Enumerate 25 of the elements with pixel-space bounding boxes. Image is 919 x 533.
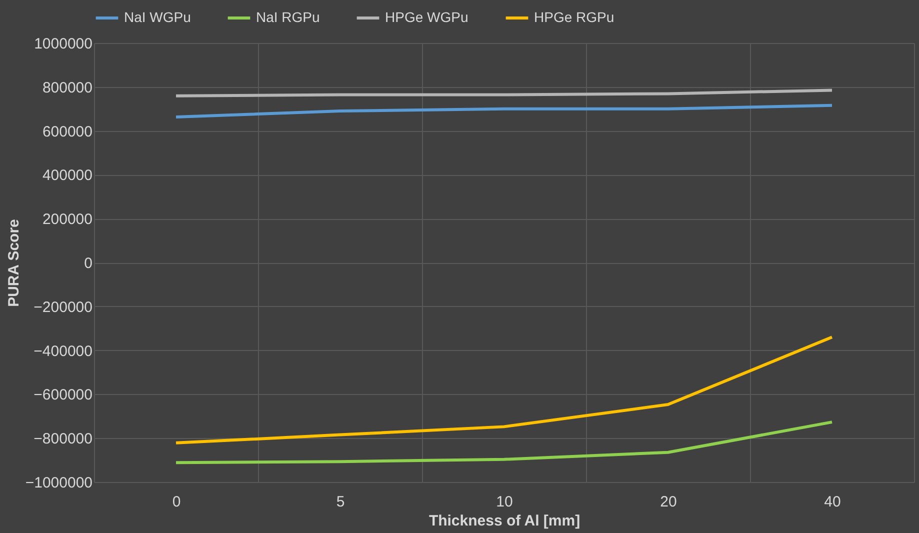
x-tick-label: 0 [172, 494, 181, 510]
x-tick-label: 40 [824, 494, 841, 510]
line-series [174, 420, 834, 464]
y-tick-label: −200000 [34, 298, 92, 316]
y-tick-label: 800000 [42, 79, 92, 96]
y-tick-label: 400000 [42, 167, 92, 184]
y-tick-label: −1000000 [25, 474, 92, 492]
x-tick-label: 20 [660, 494, 677, 510]
line-series [174, 104, 834, 118]
y-tick-label: −400000 [34, 342, 92, 360]
x-tick-label: 10 [496, 494, 513, 510]
x-axis-title: Thickness of Al [mm] [428, 512, 580, 530]
legend-label: NaI WGPu [124, 9, 191, 25]
y-tick-label: 600000 [42, 123, 92, 140]
y-tick-label: −800000 [34, 430, 92, 448]
y-axis-title: PURA Score [5, 219, 22, 307]
line-series [174, 336, 834, 444]
legend-label: HPGe RGPu [534, 9, 614, 25]
y-tick-label: 200000 [42, 211, 92, 228]
y-tick-label: 0 [84, 255, 92, 272]
legend-label: NaI RGPu [256, 9, 320, 25]
y-tick-label: 1000000 [34, 36, 92, 52]
x-tick-label: 5 [336, 494, 345, 510]
legend-label: HPGe WGPu [385, 9, 468, 25]
y-tick-label: −600000 [34, 386, 92, 404]
